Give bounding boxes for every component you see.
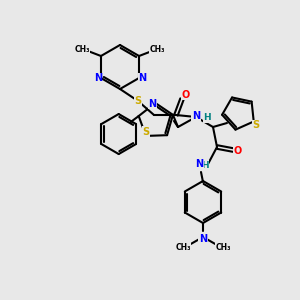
Text: S: S bbox=[252, 121, 259, 130]
Text: S: S bbox=[134, 96, 142, 106]
Text: N: N bbox=[94, 73, 102, 83]
Text: CH₃: CH₃ bbox=[175, 242, 191, 251]
Text: N: N bbox=[195, 159, 203, 169]
Text: H: H bbox=[201, 160, 209, 169]
Text: S: S bbox=[142, 127, 149, 137]
Text: N: N bbox=[138, 73, 146, 83]
Text: CH₃: CH₃ bbox=[149, 44, 165, 53]
Text: H: H bbox=[203, 113, 211, 122]
Text: N: N bbox=[192, 111, 200, 121]
Text: N: N bbox=[199, 234, 207, 244]
Text: CH₃: CH₃ bbox=[215, 242, 231, 251]
Text: N: N bbox=[148, 99, 156, 109]
Text: O: O bbox=[182, 90, 190, 100]
Text: CH₃: CH₃ bbox=[74, 44, 90, 53]
Text: O: O bbox=[234, 146, 242, 156]
